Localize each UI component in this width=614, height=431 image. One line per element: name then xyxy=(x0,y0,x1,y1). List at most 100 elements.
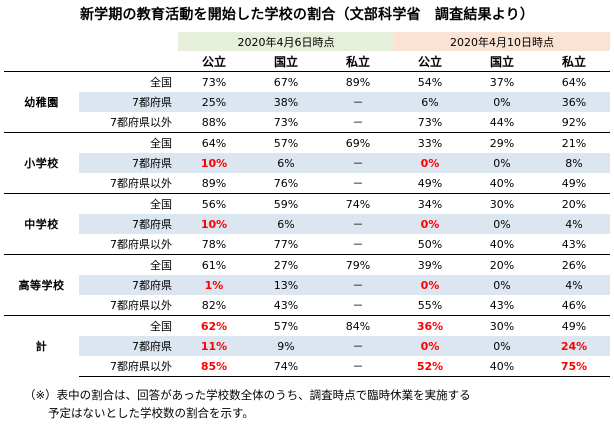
rate-cell: 40% xyxy=(466,234,538,255)
rate-cell: 6% xyxy=(250,214,322,234)
rate-value: 10% xyxy=(200,156,228,170)
rate-cell: 1% xyxy=(178,275,250,295)
school-level-label: 中学校 xyxy=(4,193,79,255)
rate-cell: 74% xyxy=(250,356,322,377)
rate-cell: 9% xyxy=(250,336,322,356)
rate-value: 43% xyxy=(273,298,299,312)
rate-cell: 57% xyxy=(250,315,322,336)
rate-value: 4% xyxy=(565,217,583,231)
rate-cell: 11% xyxy=(178,336,250,356)
rate-cell: 59% xyxy=(250,193,322,214)
table-row: 計全国 62% 57% 84% 36% 30% 49% xyxy=(4,315,611,377)
rate-cell: 79% xyxy=(322,254,395,275)
rate-value: 24% xyxy=(560,339,588,353)
rate-value: 74% xyxy=(273,359,299,373)
rate-value: － xyxy=(352,299,364,312)
rate-cell: 64% xyxy=(538,71,611,92)
date-header-apr10: 2020年4月10日時点 xyxy=(394,32,611,51)
rate-value: － xyxy=(352,218,364,231)
rate-value: 56% xyxy=(201,197,227,211)
school-level-label: 小学校 xyxy=(4,132,79,194)
rate-cell: 73% xyxy=(178,71,250,92)
table-row: 幼稚園 全国 73% 67% 89% 54% 37% 64% xyxy=(4,71,611,133)
rate-cell: 76% xyxy=(250,173,322,194)
rate-value: 67% xyxy=(273,75,299,89)
rate-value: 26% xyxy=(561,258,587,272)
rate-cell: 13% xyxy=(250,275,322,295)
rate-cell: 34% xyxy=(394,193,467,214)
rate-value: － xyxy=(352,177,364,190)
rate-value: 25% xyxy=(201,95,227,109)
rate-value: 85% xyxy=(200,359,228,373)
rate-cell: 73% xyxy=(250,112,322,133)
col-header-public: 公立 xyxy=(201,54,226,69)
rate-cell: 10% xyxy=(178,214,250,234)
table-row: 高等学校 全国 61% 27% 79% 39% 20% 26% xyxy=(4,254,611,316)
rate-value: 43% xyxy=(489,298,515,312)
rate-value: 92% xyxy=(561,115,587,129)
rate-value: 55% xyxy=(417,298,443,312)
rate-cell: 26% xyxy=(538,254,611,275)
rate-cell: 40% xyxy=(466,356,539,377)
rate-cell: 0% xyxy=(466,153,539,173)
rate-value: 73% xyxy=(201,75,227,89)
rate-cell: 30% xyxy=(466,315,539,336)
rate-value: 52% xyxy=(416,359,444,373)
rate-value: 46% xyxy=(561,298,587,312)
rate-value: － xyxy=(352,157,364,170)
rate-value: 38% xyxy=(273,95,299,109)
rate-cell: 25% xyxy=(178,92,250,112)
rate-value: 13% xyxy=(273,278,299,292)
region-label: 全国 xyxy=(79,71,178,92)
rate-value: － xyxy=(352,340,364,353)
rate-value: － xyxy=(352,238,364,251)
rate-cell: － xyxy=(322,295,394,316)
rate-cell: 89% xyxy=(322,71,395,92)
rate-cell: 57% xyxy=(250,132,322,153)
table-row: 7都府県以外 88% 73% － 73% 44% 92% xyxy=(4,112,610,133)
rate-cell: 55% xyxy=(394,295,466,316)
rate-value: 84% xyxy=(345,319,371,333)
rate-cell: 54% xyxy=(394,71,467,92)
school-level-label: 幼稚園 xyxy=(4,71,79,133)
rate-value: 0% xyxy=(493,156,511,170)
rate-cell: － xyxy=(322,356,395,377)
rate-value: 88% xyxy=(201,115,227,129)
rate-value: 4% xyxy=(565,278,583,292)
region-label: 7都府県 xyxy=(79,214,178,234)
rate-cell: 10% xyxy=(178,153,250,173)
footnote-line-1: （※）表中の割合は、回答があった学校数全体のうち、調査時点で臨時休業を実施する xyxy=(24,388,471,402)
type-header-row: 公立 国立 私立 公立 国立 私立 xyxy=(4,51,610,72)
rate-value: 49% xyxy=(417,176,443,190)
rate-value: 89% xyxy=(345,75,371,89)
rate-cell: － xyxy=(322,92,395,112)
rate-value: 77% xyxy=(273,237,299,251)
rate-cell: 84% xyxy=(322,315,395,336)
table-row: 7都府県 11% 9% － 0% 0% 24% xyxy=(4,336,611,356)
rate-value: 1% xyxy=(204,278,224,292)
rate-cell: 0% xyxy=(394,336,467,356)
rate-value: 64% xyxy=(201,136,227,150)
rate-cell: 24% xyxy=(538,336,611,356)
region-label: 7都府県以外 xyxy=(110,299,172,312)
rate-cell: 8% xyxy=(538,153,611,173)
rate-value: 29% xyxy=(489,136,515,150)
rate-value: 21% xyxy=(561,136,587,150)
table-row: 7都府県 10% 6% － 0% 0% 4% xyxy=(4,214,611,234)
rate-cell: 36% xyxy=(538,92,611,112)
rate-cell: 85% xyxy=(178,356,250,377)
rate-value: 6% xyxy=(277,156,295,170)
table-row: 7都府県 25% 38% － 6% 0% 36% xyxy=(4,92,611,112)
region-label: 全国 xyxy=(79,315,178,336)
date-header-row: 2020年4月6日時点 2020年4月10日時点 xyxy=(4,32,611,51)
rate-value: 36% xyxy=(416,319,444,333)
table-row: 小学校 全国 64% 57% 69% 33% 29% 21% xyxy=(4,132,611,194)
rate-cell: － xyxy=(322,336,395,356)
table-row: 7都府県以外 82% 43% － 55% 43% 46% xyxy=(4,295,610,316)
rate-cell: 0% xyxy=(394,275,467,295)
rate-cell: 43% xyxy=(538,234,610,255)
rate-cell: 4% xyxy=(538,275,611,295)
date-header-apr6: 2020年4月6日時点 xyxy=(178,32,395,51)
rate-value: 59% xyxy=(273,197,299,211)
rate-value: 64% xyxy=(561,75,587,89)
